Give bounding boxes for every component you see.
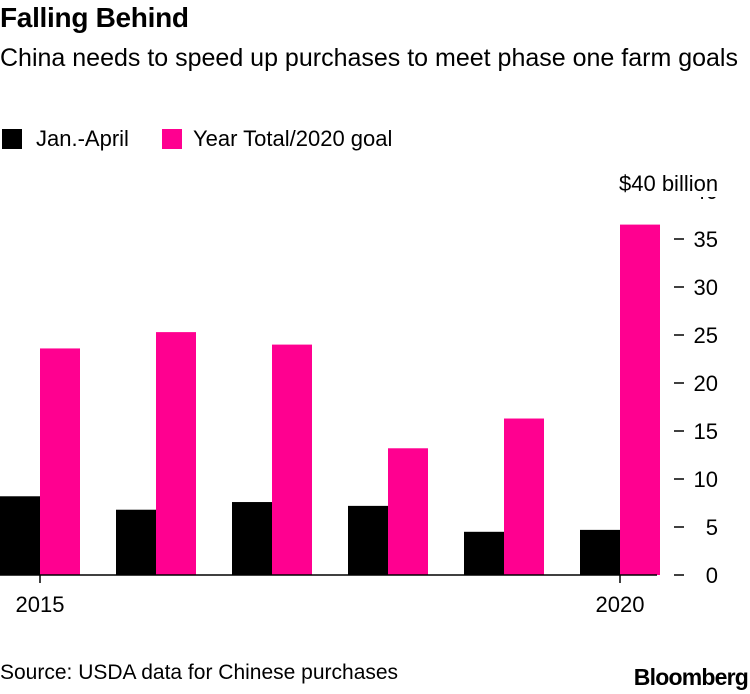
x-tick-label-2015: 2015: [16, 592, 65, 617]
y-tick-label-35: 35: [694, 227, 718, 252]
bar-year-total-2016: [156, 332, 196, 575]
y-axis-unit-label: $40 billion: [619, 171, 723, 197]
bar-year-total-2019: [504, 418, 544, 575]
chart-subtitle: China needs to speed up purchases to mee…: [0, 44, 738, 72]
y-tick-label-10: 10: [694, 467, 718, 492]
bar-jan-april-2016: [116, 509, 156, 575]
bar-jan-april-2019: [464, 531, 504, 575]
chart-title: Falling Behind: [0, 2, 189, 33]
legend-label-year-total: Year Total/2020 goal: [193, 126, 393, 151]
y-tick-label-20: 20: [694, 371, 718, 396]
y-tick-label-0: 0: [706, 563, 718, 588]
x-tick-label-2020: 2020: [596, 592, 645, 617]
bloomberg-logo: Bloomberg: [633, 664, 749, 690]
bar-year-total-2018: [388, 448, 428, 575]
bar-jan-april-2017: [232, 502, 272, 575]
source-note: Source: USDA data for Chinese purchases: [0, 661, 399, 684]
legend-swatch-jan-april: [2, 129, 22, 149]
bar-jan-april-2018: [348, 505, 388, 575]
legend-label-jan-april: Jan.-April: [36, 126, 129, 151]
y-tick-label-5: 5: [706, 515, 718, 540]
y-tick-label-25: 25: [694, 323, 718, 348]
bar-year-total-2017: [272, 344, 312, 575]
legend-swatch-year-total: [162, 129, 182, 149]
y-tick-label-30: 30: [694, 275, 718, 300]
bar-jan-april-2015: [0, 496, 40, 575]
bar-jan-april-2020: [580, 529, 620, 575]
bar-year-total-2015: [40, 348, 80, 575]
bar-year-total-2020: [620, 224, 660, 575]
y-tick-label-15: 15: [694, 419, 718, 444]
